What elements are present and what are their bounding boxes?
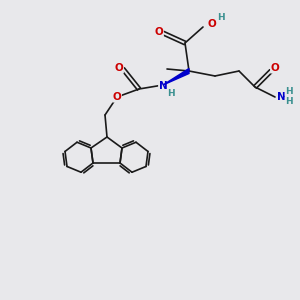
Text: O: O bbox=[112, 92, 122, 102]
Text: H: H bbox=[285, 86, 293, 95]
Text: O: O bbox=[271, 63, 279, 73]
Text: N: N bbox=[159, 81, 167, 91]
Text: H: H bbox=[167, 89, 175, 98]
Text: O: O bbox=[208, 19, 216, 29]
Text: H: H bbox=[217, 14, 225, 22]
Text: N: N bbox=[277, 92, 285, 102]
Text: O: O bbox=[154, 27, 164, 37]
Polygon shape bbox=[163, 68, 189, 85]
Text: O: O bbox=[115, 63, 123, 73]
Text: H: H bbox=[285, 98, 293, 106]
